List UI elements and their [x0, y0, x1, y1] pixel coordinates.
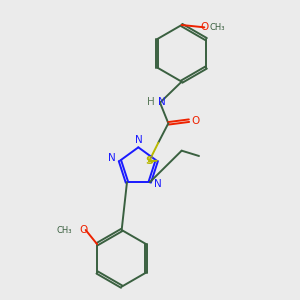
Text: O: O	[200, 22, 208, 32]
Text: N: N	[158, 97, 166, 107]
Text: CH₃: CH₃	[56, 226, 72, 235]
Text: N: N	[135, 135, 143, 145]
Text: CH₃: CH₃	[209, 23, 225, 32]
Text: H: H	[147, 97, 154, 107]
Text: O: O	[80, 225, 88, 235]
Text: N: N	[108, 153, 116, 163]
Text: S: S	[145, 156, 153, 166]
Text: N: N	[154, 179, 162, 189]
Text: O: O	[191, 116, 200, 126]
